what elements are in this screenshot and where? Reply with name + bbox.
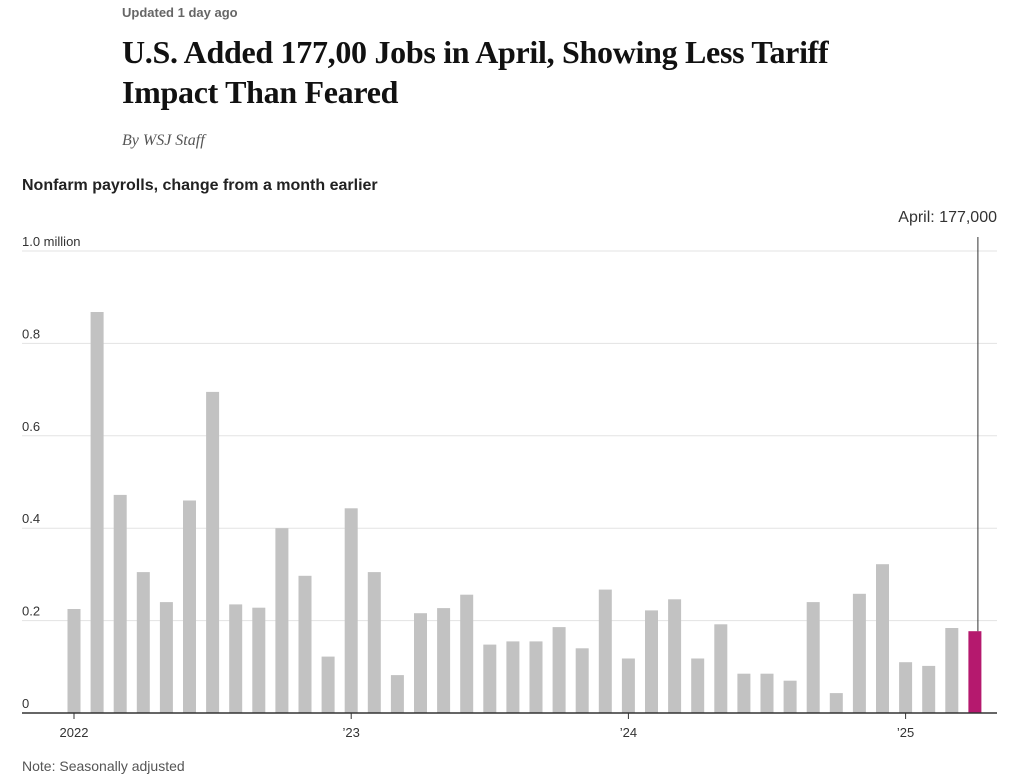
- bar: [67, 609, 81, 713]
- x-tick-label: ’23: [343, 725, 360, 740]
- bar: [737, 673, 751, 713]
- bar: [645, 610, 658, 713]
- y-tick-label: 1.0 million: [22, 234, 81, 249]
- bar: [945, 628, 959, 713]
- bar-highlight: [968, 631, 982, 713]
- highlight-annotation: April: 177,000: [898, 209, 997, 632]
- bar: [321, 656, 335, 713]
- x-tick-label: ’24: [620, 725, 637, 740]
- bar: [113, 494, 127, 713]
- bar: [621, 658, 635, 713]
- bar: [829, 693, 843, 713]
- bar: [136, 572, 150, 713]
- bar: [206, 391, 220, 713]
- bar: [390, 675, 404, 713]
- bar: [598, 589, 612, 713]
- x-tick-label: 2022: [60, 725, 89, 740]
- annotation-label: April: 177,000: [898, 209, 997, 226]
- bar: [668, 599, 682, 713]
- x-axis-ticks: 2022 ’23 ’24 ’25: [60, 713, 914, 740]
- updated-timestamp: Updated 1 day ago: [122, 5, 238, 20]
- bar: [922, 665, 936, 713]
- chart-bars: [67, 312, 982, 713]
- bar: [437, 608, 451, 713]
- bar: [414, 613, 427, 713]
- bar: [529, 641, 543, 713]
- chart-title: Nonfarm payrolls, change from a month ea…: [22, 177, 378, 194]
- bar: [275, 528, 289, 713]
- article-headline: U.S. Added 177,00 Jobs in April, Showing…: [122, 34, 829, 110]
- y-tick-label: 0: [22, 696, 29, 711]
- bar: [552, 627, 566, 713]
- byline[interactable]: By WSJ Staff: [122, 132, 205, 149]
- y-tick-label: 0.8: [22, 326, 40, 341]
- bar: [483, 644, 497, 713]
- y-tick-label: 0.4: [22, 511, 40, 526]
- bar: [575, 648, 589, 713]
- y-tick-label: 0.2: [22, 604, 40, 619]
- bar: [159, 602, 173, 713]
- bar: [183, 500, 196, 713]
- bar: [252, 607, 266, 713]
- bar: [714, 624, 728, 713]
- chart-note: Note: Seasonally adjusted: [22, 758, 185, 774]
- bar: [876, 564, 889, 713]
- bar: [367, 572, 381, 713]
- chart-gridlines: [22, 250, 997, 622]
- bar: [298, 575, 312, 713]
- bar: [229, 604, 243, 713]
- bar: [344, 508, 358, 713]
- bar: [899, 662, 913, 713]
- bar: [506, 641, 520, 713]
- x-tick-label: ’25: [897, 725, 914, 740]
- bar: [90, 312, 104, 713]
- bar: [806, 602, 820, 713]
- y-axis-ticks: 0 0.2 0.4 0.6 0.8 1.0 million: [22, 234, 81, 711]
- bar: [460, 594, 474, 713]
- bar: [691, 658, 705, 713]
- bar: [783, 680, 797, 713]
- bar: [760, 673, 774, 713]
- y-tick-label: 0.6: [22, 419, 40, 434]
- bar: [852, 593, 866, 713]
